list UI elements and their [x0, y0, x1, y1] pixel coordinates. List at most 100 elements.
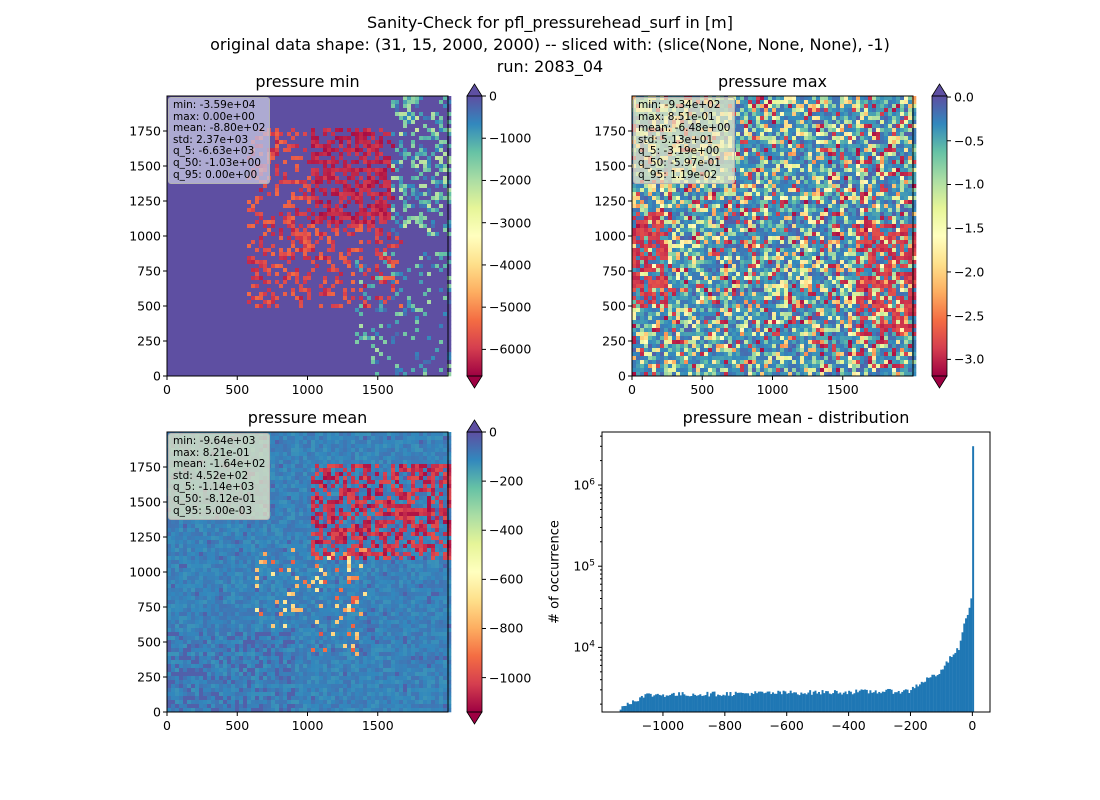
heatmap-cell: [339, 172, 344, 177]
heatmap-cell: [387, 308, 392, 313]
heatmap-cell: [183, 200, 188, 205]
heatmap-cell: [275, 180, 280, 185]
heatmap-cell: [339, 288, 344, 293]
heatmap-cell: [259, 356, 264, 361]
heatmap-cell: [243, 200, 248, 205]
heatmap-cell: [407, 336, 412, 341]
heatmap-cell: [235, 320, 240, 325]
heatmap-cell: [203, 284, 208, 289]
heatmap-cell: [351, 312, 356, 317]
heatmap-cell: [227, 348, 232, 353]
heatmap-cell: [415, 248, 420, 253]
heatmap-cell: [323, 120, 328, 125]
heatmap-cell: [443, 152, 448, 157]
heatmap-cell: [167, 324, 172, 329]
heatmap-cell: [447, 264, 452, 269]
heatmap-cell: [211, 188, 216, 193]
heatmap-cell: [387, 236, 392, 241]
heatmap-cell: [211, 368, 216, 373]
heatmap-cell: [195, 260, 200, 265]
heatmap-cell: [171, 276, 176, 281]
heatmap-cell: [355, 216, 360, 221]
heatmap-cell: [319, 264, 324, 269]
heatmap-cell: [239, 212, 244, 217]
heatmap-cell: [239, 264, 244, 269]
heatmap-cell: [227, 320, 232, 325]
heatmap-cell: [367, 328, 372, 333]
heatmap-cell: [175, 372, 180, 377]
heatmap-cell: [395, 192, 400, 197]
heatmap-cell: [319, 292, 324, 297]
heatmap-cell: [287, 188, 292, 193]
heatmap-cell: [191, 372, 196, 377]
heatmap-cell: [367, 308, 372, 313]
heatmap-cell: [167, 200, 172, 205]
heatmap-cell: [287, 116, 292, 121]
heatmap-cell: [379, 316, 384, 321]
heatmap-cell: [219, 300, 224, 305]
heatmap-cell: [331, 280, 336, 285]
heatmap-cell: [323, 176, 328, 181]
heatmap-cell: [343, 360, 348, 365]
heatmap-cell: [419, 192, 424, 197]
heatmap-cell: [299, 216, 304, 221]
heatmap-cell: [187, 228, 192, 233]
heatmap-cell: [231, 216, 236, 221]
heatmap-cell: [331, 344, 336, 349]
heatmap-cell: [311, 364, 316, 369]
heatmap-cell: [439, 308, 444, 313]
heatmap-cell: [199, 192, 204, 197]
heatmap-cell: [383, 212, 388, 217]
heatmap-cell: [211, 360, 216, 365]
heatmap-cell: [327, 116, 332, 121]
map-layer: [167, 96, 917, 713]
heatmap-cell: [247, 228, 252, 233]
heatmap-cell: [171, 188, 176, 193]
heatmap-cell: [323, 224, 328, 229]
heatmap-cell: [443, 288, 448, 293]
heatmap-cell: [279, 316, 284, 321]
heatmap-cell: [427, 124, 432, 129]
heatmap-cell: [359, 240, 364, 245]
heatmap-cell: [411, 340, 416, 345]
heatmap-cell: [195, 312, 200, 317]
heatmap-cell: [299, 300, 304, 305]
heatmap-cell: [199, 260, 204, 265]
heatmap-cell: [387, 188, 392, 193]
heatmap-cell: [275, 108, 280, 113]
heatmap-cell: [239, 188, 244, 193]
heatmap-cell: [371, 152, 376, 157]
heatmap-cell: [331, 132, 336, 137]
heatmap-cell: [331, 372, 336, 377]
heatmap-cell: [319, 352, 324, 357]
heatmap-cell: [411, 336, 416, 341]
heatmap-cell: [211, 220, 216, 225]
heatmap-cell: [415, 168, 420, 173]
heatmap-cell: [211, 272, 216, 277]
heatmap-cell: [343, 324, 348, 329]
heatmap-cell: [279, 372, 284, 377]
heatmap-cell: [223, 348, 228, 353]
heatmap-cell: [375, 124, 380, 129]
heatmap-cell: [291, 308, 296, 313]
heatmap-cell: [347, 320, 352, 325]
heatmap-cell: [287, 276, 292, 281]
heatmap-cell: [279, 240, 284, 245]
heatmap-cell: [379, 160, 384, 165]
heatmap-cell: [443, 108, 448, 113]
heatmap-cell: [387, 328, 392, 333]
heatmap-cell: [303, 304, 308, 309]
heatmap-cell: [319, 284, 324, 289]
heatmap-cell: [215, 200, 220, 205]
heatmap-cell: [367, 112, 372, 117]
heatmap-cell: [251, 220, 256, 225]
heatmap-cell: [315, 96, 320, 101]
heatmap-cell: [363, 312, 368, 317]
heatmap-cell: [339, 364, 344, 369]
heatmap-cell: [411, 108, 416, 113]
heatmap-cell: [299, 328, 304, 333]
heatmap-cell: [183, 308, 188, 313]
heatmap-cell: [231, 236, 236, 241]
heatmap-cell: [387, 312, 392, 317]
heatmap-cell: [431, 372, 436, 377]
